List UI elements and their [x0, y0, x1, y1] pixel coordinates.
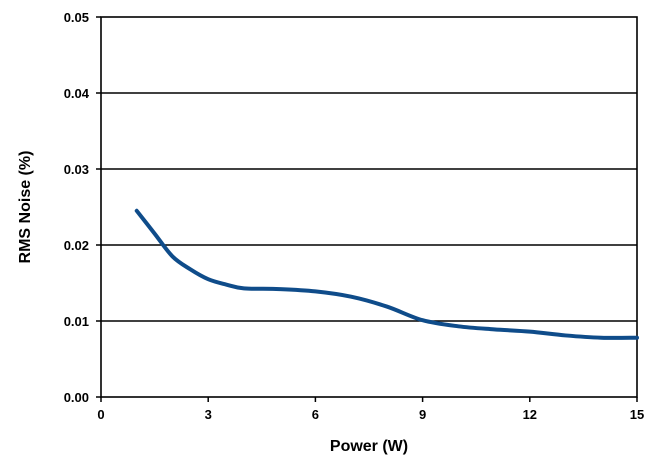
y-axis-title: RMS Noise (%): [17, 151, 34, 264]
series-line-0: [134, 208, 639, 340]
x-tick-label: 3: [205, 407, 212, 422]
plot-frame: [100, 16, 638, 398]
y-tick-label: 0.03: [64, 162, 89, 177]
series: [134, 208, 639, 340]
x-tick-label: 0: [97, 407, 104, 422]
x-tick-label: 9: [419, 407, 426, 422]
x-tick-label: 6: [312, 407, 319, 422]
x-tick-label: 12: [523, 407, 537, 422]
y-tick-label: 0.05: [64, 10, 89, 25]
axes: [96, 16, 638, 402]
x-tick-label: 15: [630, 407, 644, 422]
x-axis-title: Power (W): [330, 438, 408, 455]
gridlines: [101, 92, 637, 322]
y-tick-label: 0.02: [64, 238, 89, 253]
y-tick-label: 0.04: [64, 86, 90, 101]
tick-labels: 0.00 0.01 0.02 0.03 0.04 0.05 0 3 6 9 12 15: [64, 10, 645, 422]
y-tick-label: 0.01: [64, 314, 89, 329]
y-tick-label: 0.00: [64, 390, 89, 405]
